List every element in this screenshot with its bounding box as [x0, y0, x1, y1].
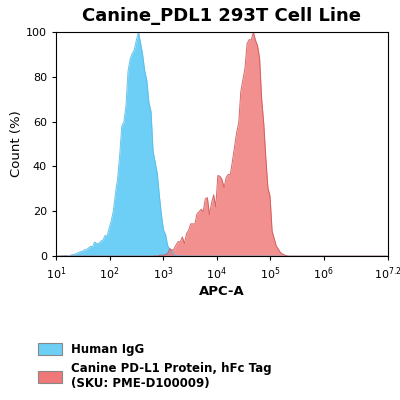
- Y-axis label: Count (%): Count (%): [10, 111, 23, 178]
- Legend: Human IgG, Canine PD-L1 Protein, hFc Tag
(SKU: PME-D100009): Human IgG, Canine PD-L1 Protein, hFc Tag…: [38, 342, 272, 390]
- X-axis label: APC-A: APC-A: [199, 284, 245, 298]
- Title: Canine_PDL1 293T Cell Line: Canine_PDL1 293T Cell Line: [82, 7, 362, 25]
